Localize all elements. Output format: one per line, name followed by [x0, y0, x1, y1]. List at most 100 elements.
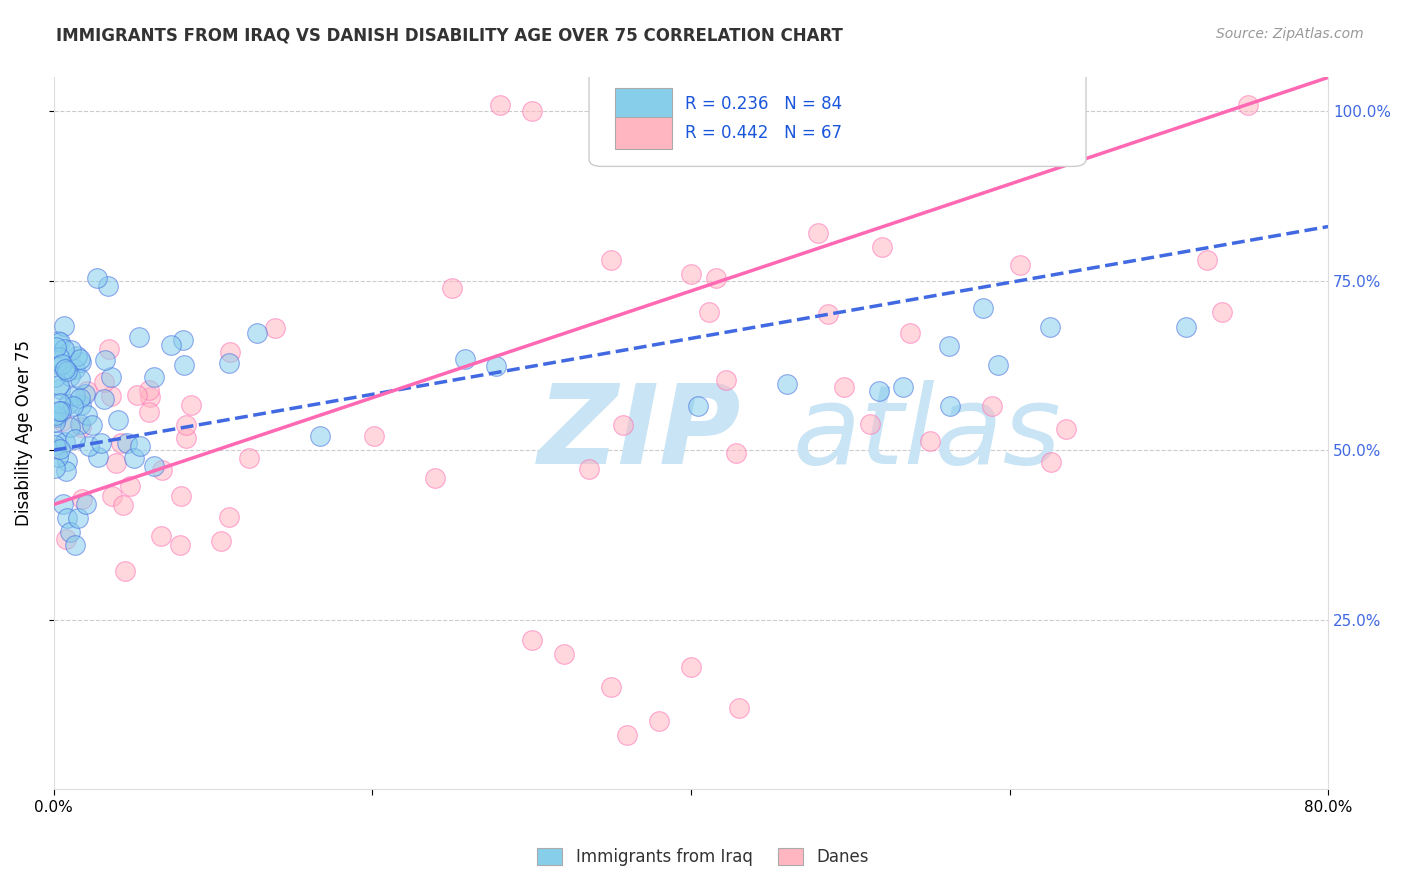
Point — [688, 400, 710, 414]
Point — [48, 383, 70, 397]
Point — [139, 390, 162, 404]
Point — [59, 369, 82, 384]
Point — [150, 529, 173, 543]
Point — [441, 280, 464, 294]
Point — [70, 398, 93, 412]
Point — [90, 436, 112, 450]
Point — [238, 451, 260, 466]
FancyBboxPatch shape — [589, 70, 1085, 167]
Point — [48, 442, 70, 457]
Point — [578, 462, 600, 476]
Point — [939, 399, 962, 413]
Point — [972, 301, 994, 315]
Point — [111, 498, 134, 512]
Point — [63, 432, 86, 446]
Point — [309, 428, 332, 442]
Point — [363, 429, 385, 443]
Point — [80, 417, 103, 432]
Point — [938, 339, 960, 353]
Point — [118, 478, 141, 492]
Point — [1211, 305, 1233, 319]
Point — [264, 321, 287, 335]
Point — [868, 384, 890, 398]
Point — [55, 511, 77, 525]
Point — [127, 388, 149, 402]
Point — [46, 450, 69, 465]
Point — [101, 489, 124, 503]
Point — [704, 270, 727, 285]
Point — [55, 532, 77, 546]
Point — [45, 410, 67, 425]
Point — [69, 352, 91, 367]
Point — [49, 404, 72, 418]
Point — [48, 358, 70, 372]
Legend: Immigrants from Iraq, Danes: Immigrants from Iraq, Danes — [529, 840, 877, 875]
Point — [73, 386, 96, 401]
Point — [245, 326, 267, 340]
Point — [60, 343, 83, 357]
Point — [87, 450, 110, 464]
Point — [520, 633, 543, 648]
Point — [53, 319, 76, 334]
Point — [616, 728, 638, 742]
Point — [59, 524, 82, 539]
Point — [93, 392, 115, 406]
Point — [49, 335, 72, 350]
Point — [45, 409, 67, 424]
Point — [817, 307, 839, 321]
Point — [44, 438, 66, 452]
Point — [46, 334, 69, 349]
Point — [59, 420, 82, 434]
Point — [49, 396, 72, 410]
Point — [600, 681, 623, 695]
Y-axis label: Disability Age Over 75: Disability Age Over 75 — [15, 340, 32, 526]
Point — [1175, 319, 1198, 334]
Point — [45, 340, 67, 354]
Point — [1010, 258, 1032, 272]
Point — [53, 362, 76, 376]
Text: R = 0.442   N = 67: R = 0.442 N = 67 — [685, 124, 842, 142]
Point — [209, 533, 232, 548]
Point — [520, 104, 543, 119]
Point — [1039, 320, 1062, 334]
Point — [679, 660, 702, 674]
Point — [138, 405, 160, 419]
Point — [62, 399, 84, 413]
Point — [870, 240, 893, 254]
Point — [63, 389, 86, 403]
Point — [69, 372, 91, 386]
Point — [172, 333, 194, 347]
Point — [776, 376, 799, 391]
Point — [69, 417, 91, 431]
Text: ZIP: ZIP — [538, 380, 741, 487]
Point — [932, 148, 955, 162]
Point — [63, 361, 86, 376]
Point — [129, 439, 152, 453]
Point — [53, 434, 76, 449]
Point — [143, 459, 166, 474]
Point — [1237, 97, 1260, 112]
Point — [63, 538, 86, 552]
Point — [48, 404, 70, 418]
Point — [65, 349, 87, 363]
Point — [1054, 421, 1077, 435]
Point — [45, 442, 67, 456]
Point — [115, 436, 138, 450]
Text: IMMIGRANTS FROM IRAQ VS DANISH DISABILITY AGE OVER 75 CORRELATION CHART: IMMIGRANTS FROM IRAQ VS DANISH DISABILIT… — [56, 27, 844, 45]
Point — [122, 451, 145, 466]
Point — [56, 397, 79, 411]
Point — [114, 565, 136, 579]
Point — [1039, 454, 1062, 468]
Point — [69, 419, 91, 434]
Point — [489, 97, 512, 112]
Point — [98, 342, 121, 356]
Point — [832, 380, 855, 394]
Point — [55, 464, 77, 478]
Point — [100, 389, 122, 403]
Point — [107, 412, 129, 426]
Point — [612, 417, 634, 432]
Point — [86, 270, 108, 285]
Point — [679, 267, 702, 281]
Point — [218, 345, 240, 359]
Point — [110, 435, 132, 450]
